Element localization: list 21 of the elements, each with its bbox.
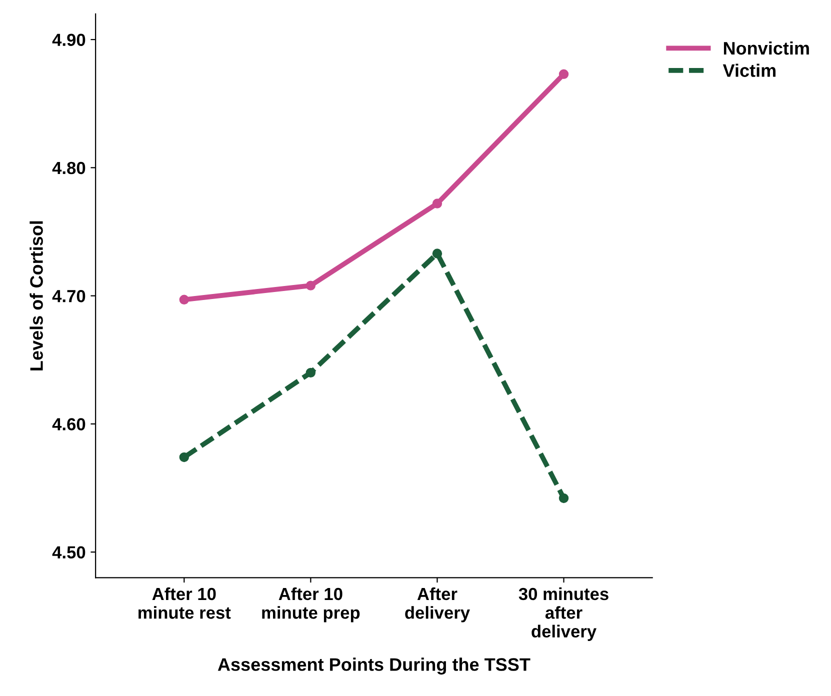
y-axis-title: Levels of Cortisol xyxy=(30,221,43,370)
point xyxy=(432,248,442,258)
point xyxy=(306,280,316,290)
x-tick-label: After delivery xyxy=(405,587,470,622)
point xyxy=(558,69,569,79)
legend-label: Nonvictim xyxy=(724,41,809,55)
x-tick-label: After 10 minute rest xyxy=(138,587,231,619)
point xyxy=(306,368,316,378)
y-tick-label: 4.90 xyxy=(52,34,86,46)
point xyxy=(558,493,569,504)
point xyxy=(179,452,190,462)
x-axis-title: Assessment Points During the TSST xyxy=(218,658,530,675)
y-tick-label: 4.50 xyxy=(52,546,86,559)
point xyxy=(432,198,442,208)
point xyxy=(179,294,190,305)
y-tick-label: 4.70 xyxy=(52,290,86,302)
y-tick-label: 4.80 xyxy=(52,162,86,174)
y-tick-label: 4.60 xyxy=(52,418,86,430)
x-tick-label: After 10 minute prep xyxy=(262,587,360,622)
x-tick-label: 30 minutes after delivery xyxy=(518,587,608,641)
legend-label: Victim xyxy=(722,64,776,77)
